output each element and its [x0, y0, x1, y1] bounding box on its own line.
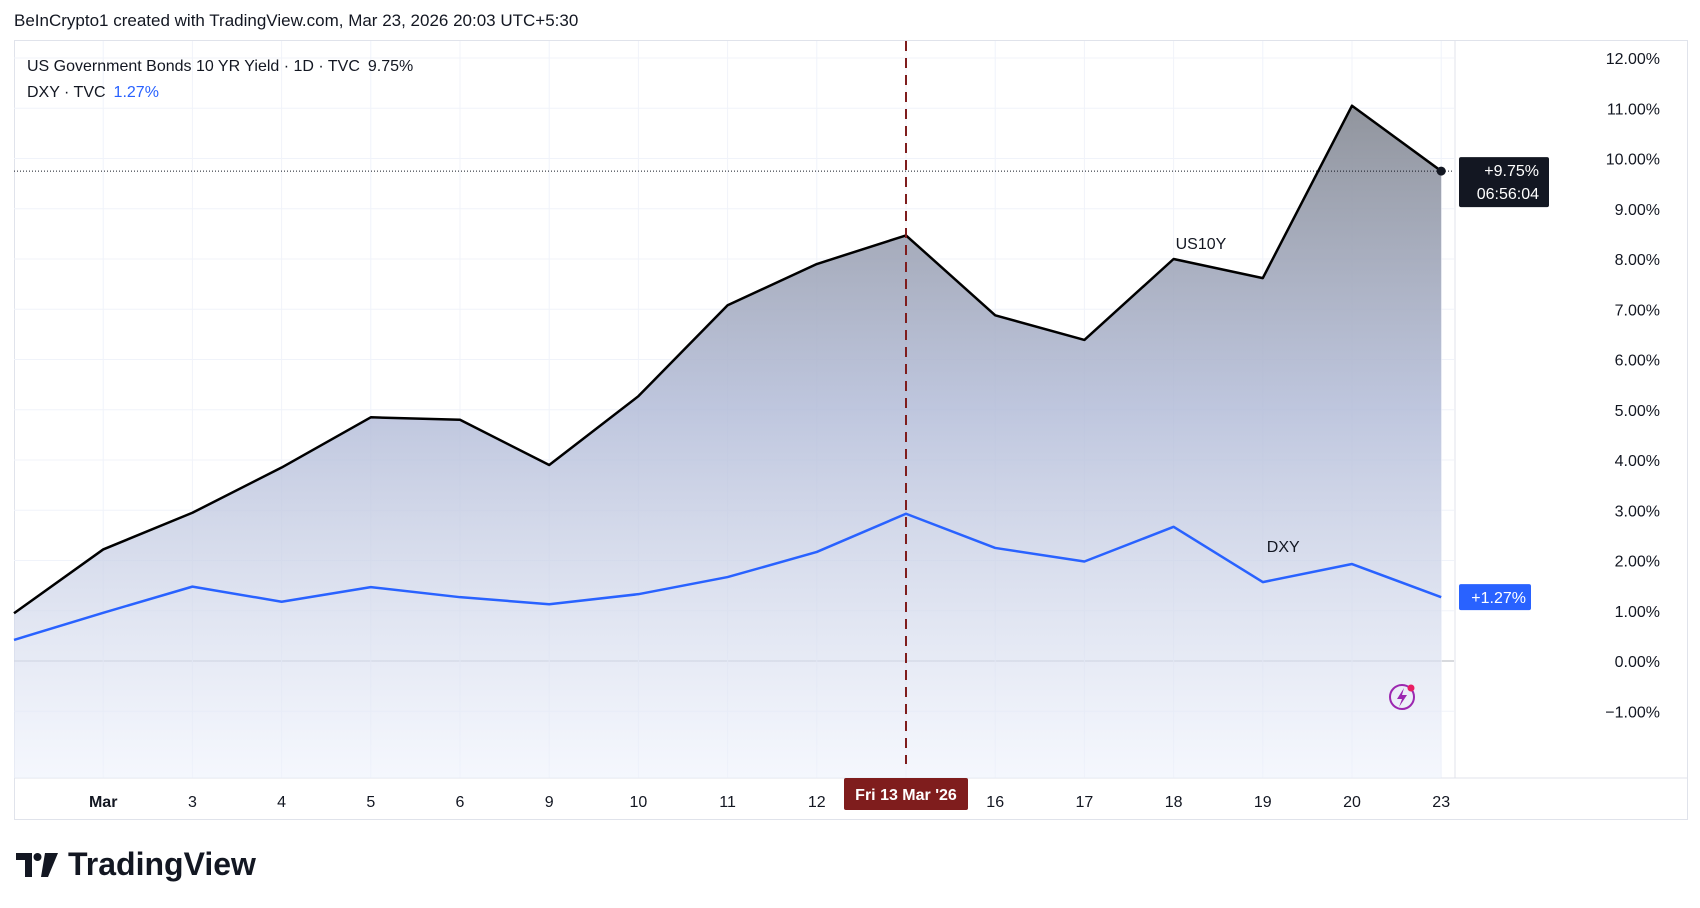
- dxy-price-value: +1.27%: [1471, 590, 1526, 607]
- x-tick-label: 3: [188, 794, 197, 811]
- x-tick-label: 11: [719, 794, 736, 811]
- x-tick-label: Mar: [89, 794, 117, 811]
- us10y-price-value: +9.75%: [1484, 163, 1539, 180]
- tradingview-logo[interactable]: TradingView: [16, 846, 256, 883]
- x-tick-label: 23: [1432, 794, 1450, 811]
- us10y-price-badge: [1459, 157, 1549, 208]
- x-tick-label: 12: [808, 794, 826, 811]
- series-line-us10y[interactable]: [13, 104, 1442, 615]
- us10y-area: [14, 105, 1442, 779]
- x-tick-label: 6: [456, 794, 465, 811]
- x-tick-label: 4: [277, 794, 286, 811]
- us10y-area-fill: [14, 105, 1442, 779]
- tradingview-logo-icon: [16, 852, 58, 877]
- y-tick-label: 12.00%: [1606, 51, 1660, 68]
- x-tick-label: 16: [986, 794, 1004, 811]
- y-tick-label: 3.00%: [1615, 503, 1660, 520]
- y-tick-label: 7.00%: [1615, 302, 1660, 319]
- y-tick-label: 8.00%: [1615, 252, 1660, 269]
- y-tick-label: 2.00%: [1615, 554, 1660, 571]
- legend-dxy[interactable]: DXY · TVC 1.27%: [27, 80, 413, 106]
- y-tick-label: 6.00%: [1615, 353, 1660, 370]
- legend-dxy-label: DXY · TVC: [27, 84, 106, 101]
- legend-us10y-label: US Government Bonds 10 YR Yield · 1D · T…: [27, 58, 360, 75]
- legend-us10y-value: 9.75%: [367, 58, 414, 75]
- x-tick-label: 18: [1165, 794, 1183, 811]
- x-axis: Mar 3 4 5 6 9 10 11 12 16 17 18 19 20 23: [89, 794, 1450, 811]
- y-tick-label: 4.00%: [1615, 453, 1660, 470]
- series-label-dxy: DXY: [1267, 539, 1300, 556]
- y-tick-label: −1.00%: [1605, 704, 1660, 721]
- series-label-us10y: US10Y: [1176, 236, 1227, 253]
- y-tick-label: 11.00%: [1607, 101, 1660, 118]
- y-tick-label: 0.00%: [1615, 654, 1660, 671]
- series-line-dxy[interactable]: [13, 512, 1442, 642]
- tradingview-brand: TradingView: [68, 846, 256, 882]
- y-tick-label: 5.00%: [1615, 403, 1660, 420]
- crosshair-date-badge: [844, 778, 968, 810]
- legend-dxy-value: 1.27%: [113, 84, 159, 101]
- y-tick-label: 10.00%: [1606, 152, 1660, 169]
- us10y-countdown: 06:56:04: [1477, 186, 1539, 203]
- chart-legend: US Government Bonds 10 YR Yield · 1D · T…: [27, 54, 413, 106]
- y-tick-label: 9.00%: [1615, 202, 1660, 219]
- dxy-price-badge: [1459, 584, 1531, 611]
- x-tick-label: 17: [1076, 794, 1094, 811]
- us10y-last-point: [1436, 166, 1446, 176]
- x-tick-label: 10: [630, 794, 648, 811]
- y-tick-label: 1.00%: [1615, 604, 1660, 621]
- x-tick-label: 19: [1254, 794, 1272, 811]
- x-tick-label: 9: [545, 794, 554, 811]
- x-tick-label: 5: [366, 794, 375, 811]
- chart-frame: [14, 40, 1688, 820]
- y-axis: 12.00% 11.00% 10.00% 9.00% 8.00% 7.00% 6.00% 5.…: [1605, 51, 1660, 721]
- legend-us10y[interactable]: US Government Bonds 10 YR Yield · 1D · T…: [27, 54, 413, 80]
- crosshair-date-label: Fri 13 Mar '26: [855, 787, 957, 804]
- chart-attribution: BeInCrypto1 created with TradingView.com…: [14, 11, 579, 30]
- lightning-icon[interactable]: [1389, 684, 1415, 710]
- x-tick-label: 20: [1343, 794, 1361, 811]
